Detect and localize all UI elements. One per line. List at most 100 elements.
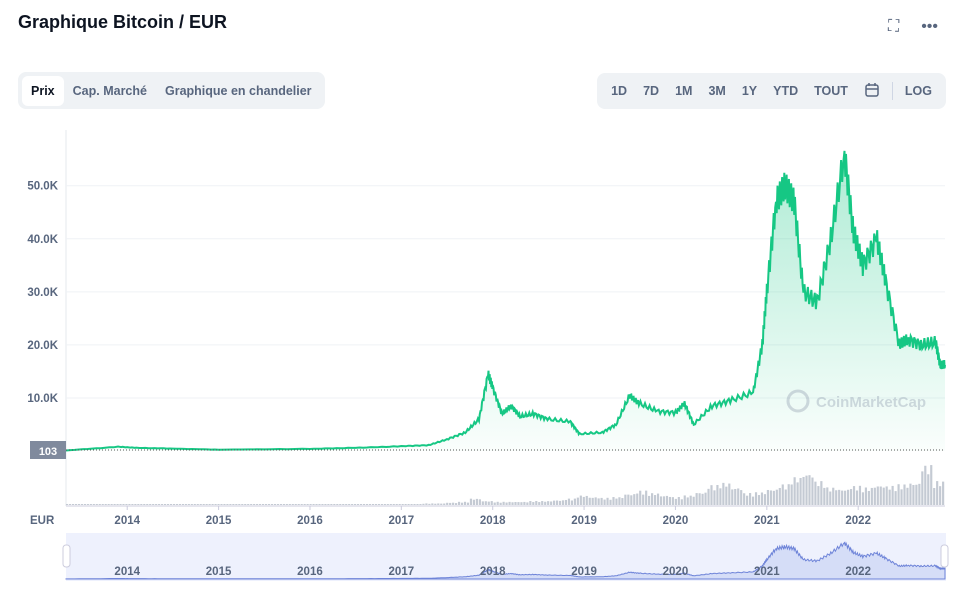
volume-bar bbox=[811, 477, 814, 505]
volume-bar bbox=[422, 503, 425, 505]
volume-bar bbox=[796, 482, 799, 505]
range-1d[interactable]: 1D bbox=[611, 84, 628, 98]
volume-bar bbox=[532, 502, 535, 505]
volume-bar bbox=[229, 504, 232, 505]
volume-bar bbox=[152, 504, 155, 505]
volume-bar bbox=[232, 504, 235, 505]
navigator-tick-label: 2021 bbox=[754, 566, 780, 578]
range-1m[interactable]: 1M bbox=[675, 84, 693, 98]
x-tick-label: 2017 bbox=[389, 515, 415, 527]
volume-bar bbox=[760, 492, 764, 505]
volume-bar bbox=[921, 471, 924, 505]
volume-bar bbox=[214, 504, 217, 505]
volume-bar bbox=[823, 487, 826, 505]
volume-bar bbox=[324, 504, 327, 505]
calendar-icon[interactable] bbox=[856, 76, 888, 107]
volume-bar bbox=[553, 500, 556, 505]
volume-bar bbox=[113, 504, 116, 505]
volume-bar bbox=[838, 489, 841, 505]
volume-bar bbox=[469, 498, 473, 505]
chart-type-tabs: Prix Cap. Marché Graphique en chandelier bbox=[18, 72, 325, 109]
range-all[interactable]: TOUT bbox=[814, 84, 848, 98]
volume-bar bbox=[841, 490, 844, 505]
navigator-tick-label: 2020 bbox=[663, 566, 689, 578]
volume-bar bbox=[775, 489, 778, 505]
volume-bar bbox=[826, 487, 829, 505]
volume-bar bbox=[600, 497, 603, 505]
tab-market-cap[interactable]: Cap. Marché bbox=[72, 83, 147, 98]
volume-bar bbox=[466, 502, 470, 505]
volume-bar bbox=[80, 504, 84, 505]
volume-bar bbox=[380, 504, 383, 505]
volume-bar bbox=[190, 504, 193, 505]
volume-bar bbox=[882, 487, 885, 505]
volume-bar bbox=[906, 487, 909, 505]
volume-bar bbox=[282, 504, 285, 505]
tab-candlestick[interactable]: Graphique en chandelier bbox=[164, 83, 312, 98]
volume-bar bbox=[419, 504, 422, 505]
volume-bar bbox=[740, 490, 743, 505]
volume-bar bbox=[98, 504, 101, 505]
volume-bar bbox=[656, 493, 660, 505]
volume-bar bbox=[707, 488, 710, 505]
more-dots-icon[interactable]: ••• bbox=[921, 18, 938, 35]
tab-prix[interactable]: Prix bbox=[22, 75, 64, 106]
volume-bar bbox=[802, 476, 805, 505]
volume-bar bbox=[166, 504, 170, 505]
volume-bar bbox=[766, 489, 769, 505]
volume-bar bbox=[665, 495, 669, 505]
range-ytd[interactable]: YTD bbox=[773, 84, 799, 98]
volume-bar bbox=[374, 504, 378, 505]
volume-bar bbox=[689, 495, 692, 505]
volume-bar bbox=[894, 491, 897, 505]
volume-bar bbox=[769, 490, 772, 505]
volume-bar bbox=[633, 494, 636, 505]
volume-bar bbox=[440, 503, 443, 505]
volume-bar bbox=[425, 503, 428, 505]
volume-bar bbox=[942, 481, 945, 505]
volume-bar bbox=[671, 497, 674, 505]
volume-bar bbox=[888, 489, 891, 505]
volume-bar bbox=[487, 501, 490, 505]
volume-bar bbox=[362, 504, 366, 505]
volume-bar bbox=[315, 504, 318, 505]
volume-bar bbox=[490, 501, 493, 505]
volume-bar bbox=[410, 504, 413, 505]
range-3m[interactable]: 3M bbox=[708, 84, 726, 98]
volume-bar bbox=[606, 497, 609, 505]
volume-bar bbox=[858, 485, 862, 505]
volume-bar bbox=[481, 501, 484, 505]
volume-bar bbox=[538, 502, 541, 505]
volume-bar bbox=[930, 465, 933, 505]
volume-bar bbox=[936, 481, 939, 505]
volume-bar bbox=[223, 504, 226, 505]
volume-bar bbox=[852, 486, 856, 505]
volume-bar bbox=[728, 483, 731, 505]
volume-bar bbox=[674, 498, 677, 505]
y-tick-label: 30.0K bbox=[27, 287, 58, 299]
x-tick-label: 2019 bbox=[571, 515, 597, 527]
volume-bar bbox=[873, 487, 876, 505]
volume-bar bbox=[511, 502, 514, 505]
log-toggle[interactable]: LOG bbox=[904, 84, 932, 98]
range-7d[interactable]: 7D bbox=[643, 84, 660, 98]
volume-bar bbox=[291, 504, 294, 505]
volume-bar bbox=[763, 494, 767, 505]
volume-bar bbox=[428, 503, 431, 505]
volume-bar bbox=[903, 484, 906, 505]
navigator-left-handle[interactable] bbox=[62, 544, 71, 568]
expand-icon[interactable]: ⛶ bbox=[887, 18, 900, 35]
price-area bbox=[66, 150, 945, 451]
volume-bar bbox=[83, 504, 86, 505]
volume-bar bbox=[722, 482, 725, 505]
volume-bar bbox=[446, 502, 449, 505]
range-1y[interactable]: 1Y bbox=[741, 84, 758, 98]
currency-label: EUR bbox=[30, 515, 55, 527]
navigator-right-handle[interactable] bbox=[940, 544, 949, 568]
volume-bar bbox=[158, 504, 161, 505]
volume-bar bbox=[386, 504, 389, 505]
volume-bar bbox=[71, 504, 75, 505]
volume-bar bbox=[686, 497, 689, 505]
volume-bar bbox=[517, 502, 520, 505]
